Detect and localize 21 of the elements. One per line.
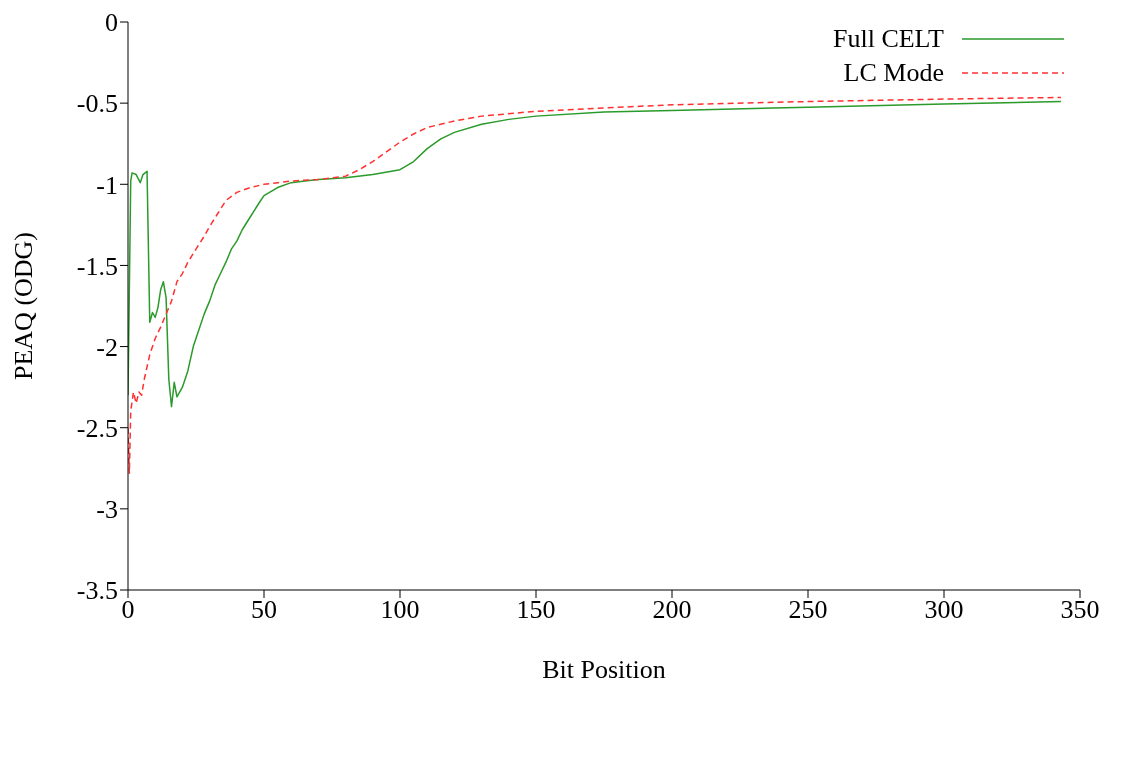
y-tick-label: -2 [96,332,118,362]
x-tick-label: 350 [1060,595,1100,625]
x-tick-label: 50 [251,595,277,625]
x-tick-label: 100 [380,595,420,625]
y-tick-label: -1.5 [76,251,118,281]
x-tick-label: 200 [652,595,692,625]
y-tick-label: 0 [105,8,118,38]
line-series [128,100,1062,408]
legend-label: Full CELT [832,24,944,54]
y-tick-label: -2.5 [76,413,118,443]
y-tick-label: -3 [96,495,118,525]
line-series [128,96,1062,474]
legend-label: LC Mode [843,58,944,88]
x-tick-label: 300 [924,595,964,625]
y-tick-label: -0.5 [76,89,118,119]
x-tick-label: 150 [516,595,556,625]
y-axis-title: PEAQ (ODG) [9,231,39,381]
y-tick-label: -3.5 [76,576,118,606]
y-tick-label: -1 [96,170,118,200]
x-tick-label: 250 [788,595,828,625]
x-axis-title: Bit Position [542,655,666,684]
